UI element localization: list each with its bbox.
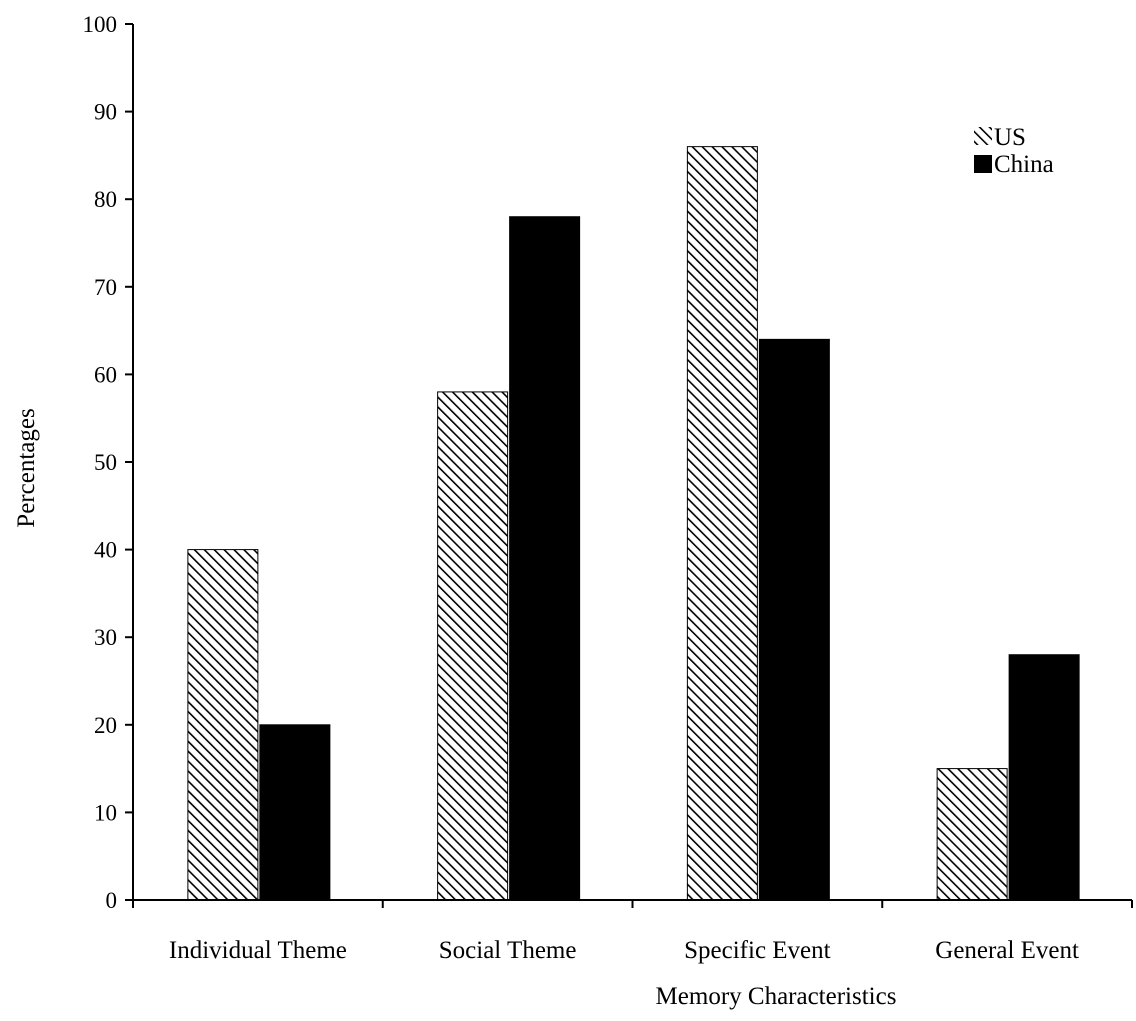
bar-us-specific-event xyxy=(686,146,758,901)
x-tick-label: Individual Theme xyxy=(169,937,347,964)
y-tick-label: 80 xyxy=(94,187,117,212)
y-tick-label: 70 xyxy=(94,275,117,300)
y-tick-label: 30 xyxy=(94,625,117,650)
bar-us-individual-theme xyxy=(187,549,259,901)
x-tick-label: Specific Event xyxy=(684,937,831,964)
x-tick-label: Social Theme xyxy=(439,937,577,964)
y-tick-label: 50 xyxy=(94,450,117,475)
y-tick-label: 40 xyxy=(94,538,117,563)
x-ticks: Individual Theme Social Theme Specific Eve… xyxy=(132,900,1133,964)
y-tick-label: 90 xyxy=(94,100,117,125)
y-tick-label: 60 xyxy=(94,362,117,387)
y-ticks: 0 10 20 30 40 50 60 70 80 90 100 xyxy=(83,12,133,913)
x-tick-label: General Event xyxy=(935,937,1079,964)
legend-swatch-us xyxy=(974,127,992,145)
legend-swatch-china xyxy=(974,155,992,173)
y-axis-title: Percentages xyxy=(13,408,40,527)
y-axis: 0 10 20 30 40 50 60 70 80 90 100 xyxy=(83,12,134,913)
legend-label-us: US xyxy=(994,124,1026,151)
legend: US China xyxy=(974,124,1054,178)
bar-china-specific-event xyxy=(758,338,830,901)
bars-group xyxy=(187,146,1080,901)
x-axis-title: Memory Characteristics xyxy=(656,983,897,1010)
bar-china-individual-theme xyxy=(259,724,331,901)
bar-us-social-theme xyxy=(437,391,509,901)
y-tick-label: 10 xyxy=(94,800,117,825)
x-axis: Individual Theme Social Theme Specific Eve… xyxy=(132,899,1133,964)
bar-china-general-event xyxy=(1008,654,1080,901)
legend-label-china: China xyxy=(994,151,1054,178)
bar-china-social-theme xyxy=(509,216,581,901)
bar-us-general-event xyxy=(936,768,1008,901)
y-tick-label: 0 xyxy=(106,888,118,913)
y-tick-label: 20 xyxy=(94,713,117,738)
y-tick-label: 100 xyxy=(83,12,118,37)
